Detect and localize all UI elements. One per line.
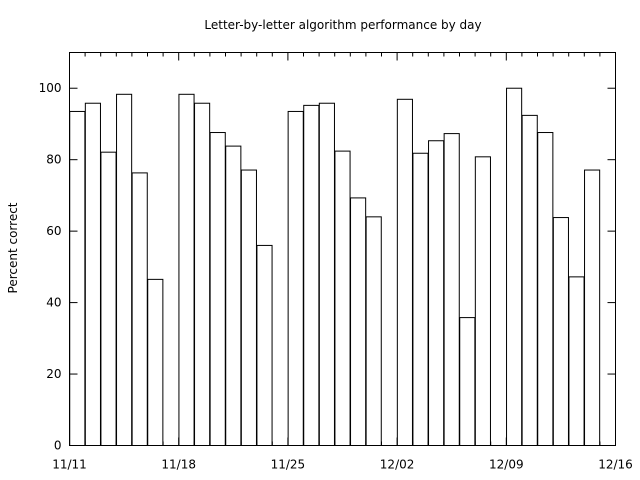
- bar-11-11: [69, 110, 86, 446]
- y-tick-label: 40: [46, 296, 61, 310]
- bar-12-03: [412, 152, 429, 446]
- bar-11-14: [116, 93, 133, 447]
- bar-12-13: [568, 276, 585, 446]
- bar-11-16: [147, 278, 164, 447]
- y-tick-label: 60: [46, 224, 61, 238]
- y-tick-label: 100: [39, 81, 62, 95]
- bar-12-06: [459, 317, 476, 447]
- bar-11-26: [303, 104, 320, 446]
- y-tick-label: 80: [46, 153, 61, 167]
- bar-11-12: [84, 102, 101, 446]
- bar-12-11: [537, 132, 554, 447]
- x-tick-label: 12/09: [489, 458, 524, 472]
- bar-11-18: [178, 93, 195, 447]
- x-tick-label: 12/02: [380, 458, 415, 472]
- bar-11-22: [240, 169, 257, 446]
- x-tick-label: 11/25: [271, 458, 306, 472]
- bar-11-27: [318, 102, 335, 446]
- y-tick-label: 0: [54, 439, 62, 453]
- bar-12-02: [396, 98, 413, 446]
- bar-11-30: [365, 216, 382, 446]
- bars-group: [69, 87, 601, 447]
- bar-12-07: [474, 156, 491, 446]
- bar-11-29: [350, 197, 367, 446]
- x-tick-label: 11/11: [52, 458, 87, 472]
- bar-12-14: [584, 169, 601, 446]
- bar-12-12: [552, 217, 569, 446]
- bar-11-21: [225, 145, 242, 446]
- bar-11-15: [131, 172, 148, 446]
- bar-11-28: [334, 150, 351, 446]
- bar-11-23: [256, 244, 273, 446]
- bar-12-10: [521, 114, 538, 446]
- plot-frame: [69, 52, 616, 446]
- bar-11-25: [287, 110, 304, 446]
- x-axis-ticks: 11/11 11/18 11/25 12/02 12/09 12/16: [52, 52, 633, 472]
- bar-11-19: [194, 102, 211, 446]
- bar-11-20: [209, 132, 226, 447]
- bar-12-04: [428, 140, 445, 446]
- y-tick-label: 20: [46, 367, 61, 381]
- y-axis-ticks: 0 20 40 60 80 100: [39, 81, 616, 453]
- bar-12-05: [443, 133, 460, 446]
- y-axis-label: Percent correct: [6, 202, 20, 293]
- x-tick-label: 11/18: [161, 458, 196, 472]
- chart-title: Letter-by-letter algorithm performance b…: [204, 18, 481, 32]
- bar-12-09: [506, 87, 523, 447]
- bar-11-13: [100, 151, 117, 447]
- x-tick-label: 12/16: [598, 458, 633, 472]
